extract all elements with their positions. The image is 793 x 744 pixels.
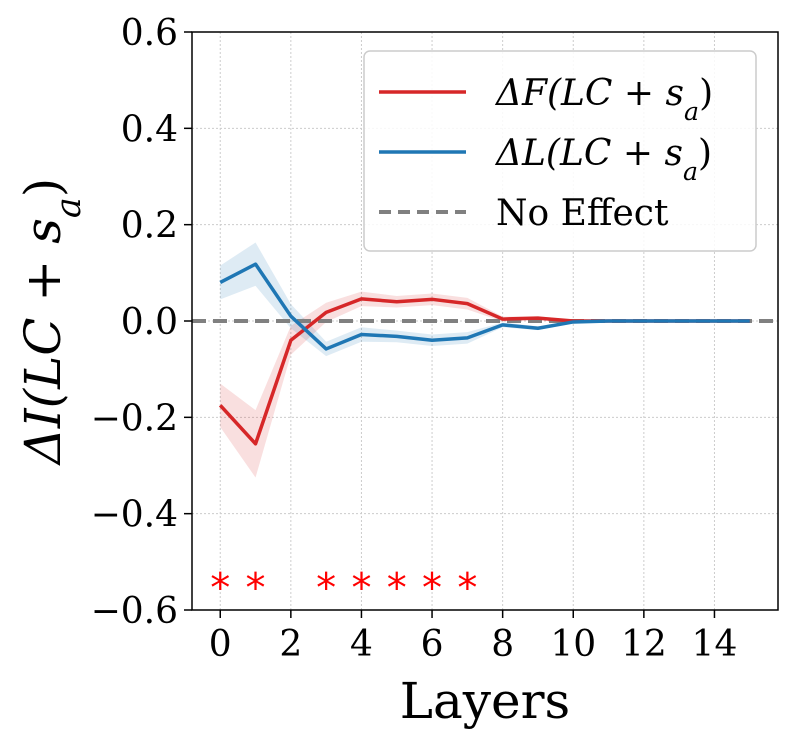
x-tick-label: 0 <box>209 624 232 665</box>
significance-marker: * <box>246 566 266 612</box>
x-axis-title: Layers <box>400 672 570 730</box>
y-axis-label: ΔI(LC + sa) <box>14 178 89 467</box>
significance-marker: * <box>422 566 442 612</box>
y-tick-label: −0.6 <box>91 591 178 632</box>
x-tick-label: 12 <box>621 624 667 665</box>
significance-marker: * <box>316 566 336 612</box>
axis-ticks: 0 2 4 6 8 10 12 14 −0.6 −0.4 −0.2 0.0 0.2 0.4 0.6 <box>91 13 738 665</box>
significance-marker: * <box>351 566 371 612</box>
legend-label-2: ΔL(LC + sa) <box>494 133 712 186</box>
y-tick-label: 0.4 <box>121 109 178 150</box>
significance-markers: * * * * * * * <box>210 566 477 612</box>
x-tick-label: 6 <box>421 624 444 665</box>
x-tick-label: 8 <box>491 624 514 665</box>
series-lines <box>218 262 750 446</box>
legend-label-3: No Effect <box>496 193 669 234</box>
confidence-bands <box>220 242 750 478</box>
y-tick-label: 0.0 <box>121 302 178 343</box>
y-axis-title: ΔI(LC + sa) <box>14 178 89 467</box>
significance-marker: * <box>457 566 477 612</box>
significance-marker: * <box>387 566 407 612</box>
series-2-band <box>220 242 750 357</box>
y-tick-label: 0.2 <box>121 206 178 247</box>
legend-box <box>363 50 757 252</box>
legend: ΔF(LC + sa) ΔL(LC + sa) No Effect <box>363 50 757 252</box>
x-tick-label: 14 <box>692 624 738 665</box>
y-tick-label: 0.6 <box>121 13 178 54</box>
x-tick-label: 2 <box>279 624 302 665</box>
series-2-line <box>219 262 750 351</box>
legend-label-1: ΔF(LC + sa) <box>494 73 713 126</box>
x-tick-label: 10 <box>550 624 596 665</box>
y-tick-label: −0.2 <box>91 398 178 439</box>
y-tick-label: −0.4 <box>91 495 178 536</box>
x-tick-label: 4 <box>350 624 373 665</box>
significance-marker: * <box>210 566 230 612</box>
